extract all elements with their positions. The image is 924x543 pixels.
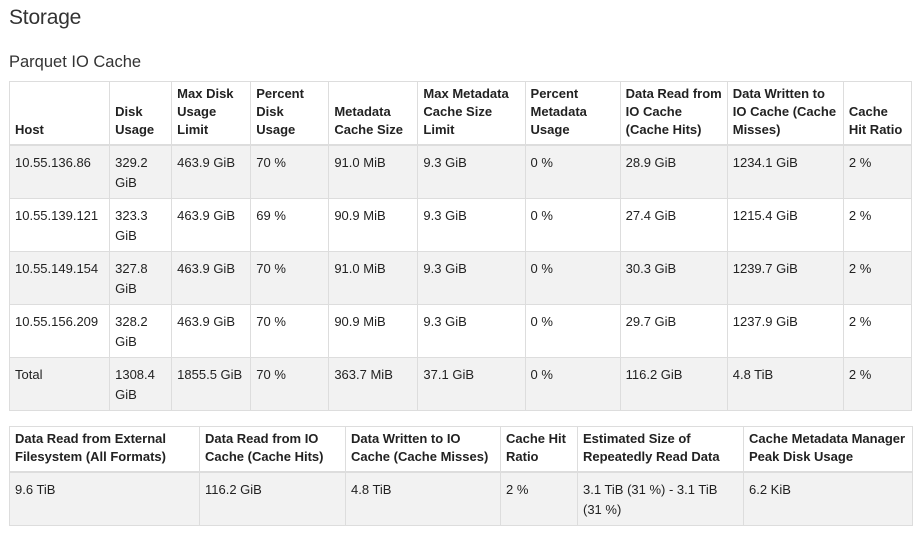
- column-header[interactable]: Max Disk Usage Limit: [171, 81, 252, 146]
- table-cell: 69 %: [250, 198, 330, 252]
- storage-page: Storage Parquet IO Cache Host Disk Usage…: [8, 6, 913, 526]
- column-header[interactable]: Cache Metadata Manager Peak Disk Usage: [743, 426, 913, 473]
- table-cell: 9.3 GiB: [417, 304, 526, 358]
- column-header[interactable]: Data Read from External Filesystem (All …: [9, 426, 200, 473]
- table-cell: 327.8 GiB: [109, 251, 173, 305]
- table-cell: 9.3 GiB: [417, 144, 526, 199]
- summary-table-header-row: Data Read from External Filesystem (All …: [9, 426, 913, 473]
- table-row: 10.55.136.86 329.2 GiB 463.9 GiB 70 % 91.0 M…: [8, 144, 913, 199]
- table-cell: 2 %: [500, 471, 578, 526]
- table-cell: 3.1 TiB (31 %) - 3.1 TiB (31 %): [577, 471, 744, 526]
- table-cell: 0 %: [524, 198, 621, 252]
- table-cell: 463.9 GiB: [171, 144, 252, 199]
- table-cell: 90.9 MiB: [328, 198, 419, 252]
- page-title: Storage: [9, 6, 82, 29]
- column-header[interactable]: Data Read from IO Cache (Cache Hits): [199, 426, 346, 473]
- column-header[interactable]: Max Metadata Cache Size Limit: [417, 81, 526, 146]
- table-cell: 2 %: [842, 304, 913, 358]
- table-cell: 4.8 TiB: [726, 357, 844, 411]
- table-cell: 323.3 GiB: [109, 198, 173, 252]
- table-cell: 29.7 GiB: [619, 304, 728, 358]
- table-cell: 2 %: [842, 357, 913, 411]
- table-cell: 70 %: [250, 251, 330, 305]
- table-cell: 116.2 GiB: [619, 357, 728, 411]
- table-cell: 1239.7 GiB: [726, 251, 844, 305]
- table-cell: 70 %: [250, 304, 330, 358]
- column-header[interactable]: Percent Disk Usage: [250, 81, 330, 146]
- table-row: 9.6 TiB 116.2 GiB 4.8 TiB 2 % 3.1 TiB (31 %)…: [9, 471, 913, 526]
- column-header[interactable]: Metadata Cache Size: [328, 81, 419, 146]
- table-cell: 9.6 TiB: [9, 471, 200, 526]
- table-cell: 1234.1 GiB: [726, 144, 844, 199]
- table-cell: 27.4 GiB: [619, 198, 728, 252]
- table-cell: 9.3 GiB: [417, 198, 526, 252]
- table-cell: 1237.9 GiB: [726, 304, 844, 358]
- table-cell: 2 %: [842, 198, 913, 252]
- section-title: Parquet IO Cache: [9, 53, 142, 71]
- column-header[interactable]: Data Written to IO Cache (Cache Misses): [345, 426, 501, 473]
- table-cell: 10.55.156.209: [8, 304, 111, 358]
- table-cell: 1855.5 GiB: [171, 357, 252, 411]
- table-cell: 10.55.149.154: [8, 251, 111, 305]
- table-cell: 10.55.136.86: [8, 144, 111, 199]
- table-cell: 0 %: [524, 251, 621, 305]
- table-cell: 363.7 MiB: [328, 357, 419, 411]
- cache-table-header-row: Host Disk Usage Max Disk Usage Limit Per…: [8, 81, 913, 146]
- table-cell: 70 %: [250, 144, 330, 199]
- table-cell: 30.3 GiB: [619, 251, 728, 305]
- table-cell: 116.2 GiB: [199, 471, 346, 526]
- table-cell: 0 %: [524, 357, 621, 411]
- table-cell: 91.0 MiB: [328, 144, 419, 199]
- table-row: 10.55.139.121 323.3 GiB 463.9 GiB 69 % 90.9 …: [8, 198, 913, 252]
- table-row: 10.55.156.209 328.2 GiB 463.9 GiB 70 % 90.9 …: [8, 304, 913, 358]
- table-cell: 90.9 MiB: [328, 304, 419, 358]
- column-header[interactable]: Cache Hit Ratio: [500, 426, 578, 473]
- table-row: 10.55.149.154 327.8 GiB 463.9 GiB 70 % 91.0 …: [8, 251, 913, 305]
- column-header[interactable]: Cache Hit Ratio: [842, 81, 913, 146]
- table-cell: 1215.4 GiB: [726, 198, 844, 252]
- table-cell: 6.2 KiB: [743, 471, 913, 526]
- table-cell: 91.0 MiB: [328, 251, 419, 305]
- table-cell: 0 %: [524, 144, 621, 199]
- table-cell: 0 %: [524, 304, 621, 358]
- parquet-io-cache-table: Host Disk Usage Max Disk Usage Limit Per…: [8, 81, 913, 411]
- column-header[interactable]: Host: [8, 81, 111, 146]
- table-cell: 328.2 GiB: [109, 304, 173, 358]
- table-cell: 329.2 GiB: [109, 144, 173, 199]
- table-cell: 463.9 GiB: [171, 304, 252, 358]
- table-cell: 463.9 GiB: [171, 198, 252, 252]
- table-cell: 463.9 GiB: [171, 251, 252, 305]
- table-cell: 28.9 GiB: [619, 144, 728, 199]
- table-cell: 70 %: [250, 357, 330, 411]
- column-header[interactable]: Disk Usage: [109, 81, 173, 146]
- column-header[interactable]: Data Written to IO Cache (Cache Misses): [726, 81, 844, 146]
- column-header[interactable]: Percent Metadata Usage: [524, 81, 621, 146]
- table-row: Total 1308.4 GiB 1855.5 GiB 70 % 363.7 MiB 37…: [8, 357, 913, 411]
- column-header[interactable]: Estimated Size of Repeatedly Read Data: [577, 426, 744, 473]
- table-cell: 2 %: [842, 144, 913, 199]
- table-cell: Total: [8, 357, 111, 411]
- cache-summary-table: Data Read from External Filesystem (All …: [9, 426, 913, 526]
- column-header[interactable]: Data Read from IO Cache (Cache Hits): [619, 81, 728, 146]
- table-cell: 10.55.139.121: [8, 198, 111, 252]
- table-cell: 1308.4 GiB: [109, 357, 173, 411]
- table-cell: 2 %: [842, 251, 913, 305]
- table-cell: 4.8 TiB: [345, 471, 501, 526]
- table-cell: 37.1 GiB: [417, 357, 526, 411]
- table-cell: 9.3 GiB: [417, 251, 526, 305]
